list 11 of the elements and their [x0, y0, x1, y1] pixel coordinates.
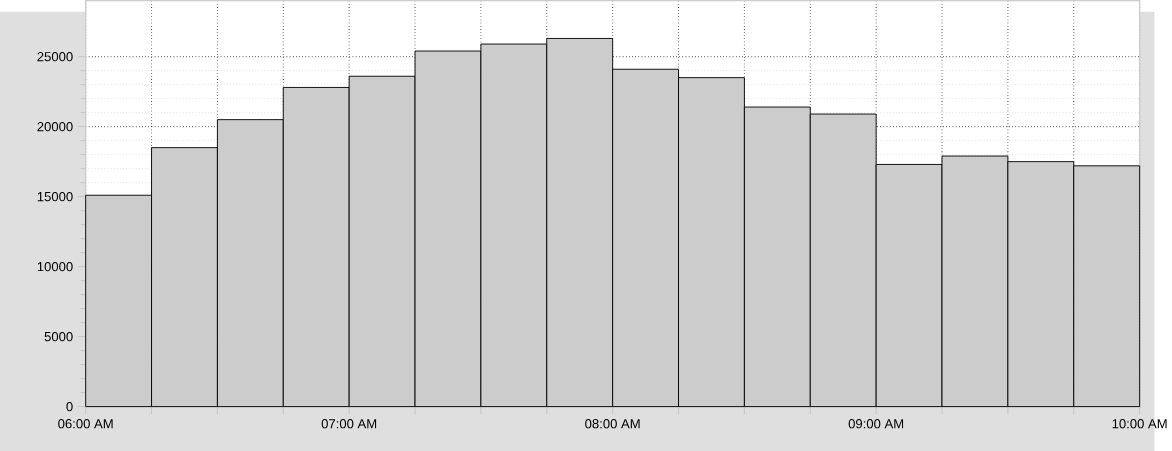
y-tick-label: 5000: [44, 331, 73, 342]
x-tick-label: 06:00 AM: [58, 418, 113, 429]
y-tick-label: 20000: [37, 121, 73, 132]
y-tick-label: 0: [66, 401, 73, 412]
y-tick-label: 10000: [37, 261, 73, 272]
x-tick-label: 10:00 AM: [1112, 418, 1167, 429]
y-tick-label: 25000: [37, 51, 73, 62]
x-tick-label: 07:00 AM: [321, 418, 377, 429]
x-tick-label: 08:00 AM: [585, 418, 640, 429]
y-tick-label: 15000: [37, 191, 73, 202]
x-tick-label: 09:00 AM: [848, 418, 904, 429]
